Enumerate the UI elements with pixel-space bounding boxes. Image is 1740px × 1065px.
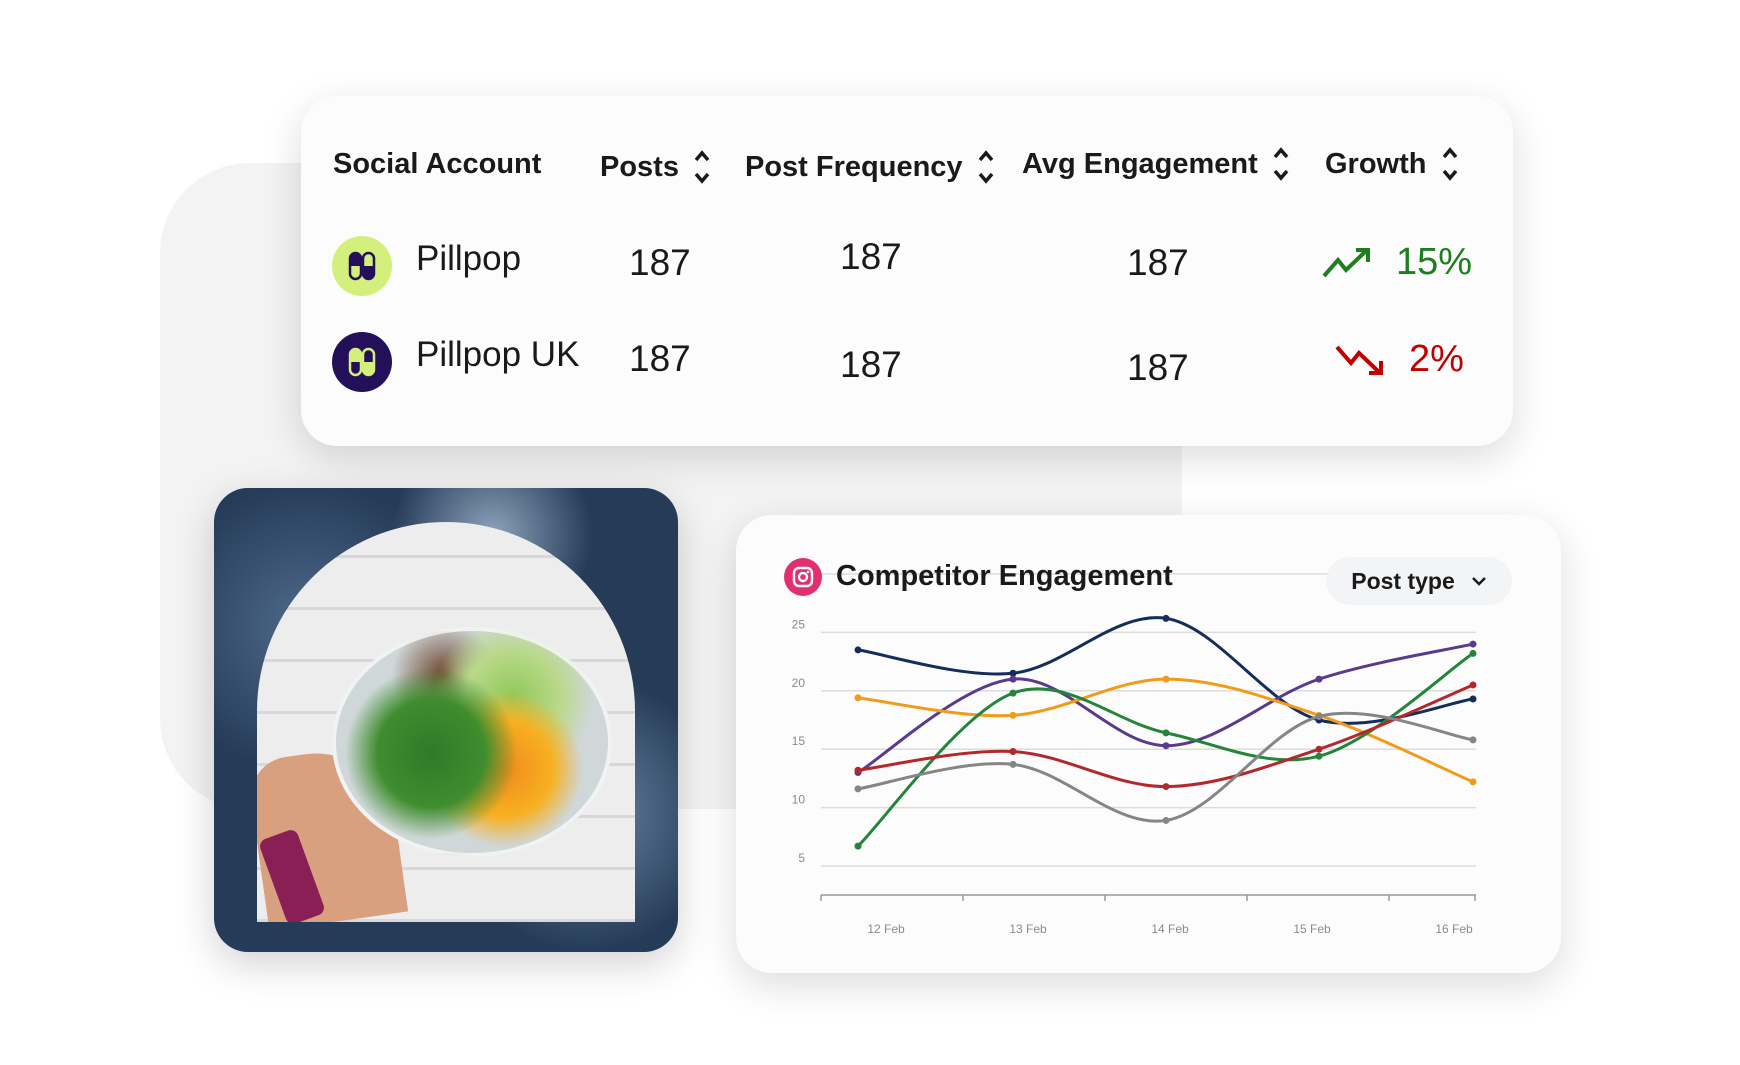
data-point bbox=[1162, 675, 1170, 683]
data-point bbox=[1162, 783, 1170, 791]
data-point bbox=[1315, 675, 1323, 683]
data-point bbox=[1009, 711, 1017, 719]
series-line-1 bbox=[857, 616, 1474, 725]
sort-icon[interactable] bbox=[1272, 145, 1290, 183]
data-point bbox=[1009, 669, 1017, 677]
data-point bbox=[1162, 729, 1170, 737]
salad-bowl bbox=[332, 627, 612, 857]
sort-icon[interactable] bbox=[693, 148, 711, 186]
data-point bbox=[854, 694, 862, 702]
header-post-frequency[interactable]: Post Frequency bbox=[745, 148, 995, 186]
posts-value: 187 bbox=[629, 338, 691, 379]
post-frequency-value: 187 bbox=[840, 344, 902, 385]
pill-logo-icon bbox=[348, 251, 376, 281]
account-name[interactable]: Pillpop bbox=[416, 239, 522, 278]
data-point bbox=[854, 842, 862, 850]
data-point bbox=[854, 646, 862, 654]
header-label: Posts bbox=[600, 150, 679, 183]
food-bowl-photo bbox=[214, 488, 678, 952]
data-point bbox=[1009, 675, 1017, 683]
header-label: Avg Engagement bbox=[1022, 147, 1258, 180]
header-social-account[interactable]: Social Account bbox=[333, 148, 541, 181]
data-point bbox=[1009, 689, 1017, 697]
x-tick-label: 13 Feb bbox=[1009, 922, 1047, 936]
y-tick-label: 20 bbox=[792, 676, 806, 690]
y-tick-label: 25 bbox=[792, 617, 806, 631]
header-posts[interactable]: Posts bbox=[600, 148, 711, 186]
header-avg-engagement[interactable]: Avg Engagement bbox=[1022, 145, 1290, 183]
data-point bbox=[1315, 712, 1323, 720]
x-tick-label: 15 Feb bbox=[1293, 922, 1331, 936]
x-tick-label: 14 Feb bbox=[1151, 922, 1189, 936]
data-point bbox=[1469, 640, 1477, 648]
instagram-icon bbox=[784, 558, 822, 596]
data-point bbox=[1315, 745, 1323, 753]
data-point bbox=[854, 785, 862, 793]
chart-title: Competitor Engagement bbox=[836, 560, 1173, 592]
avg-engagement-value: 187 bbox=[1127, 347, 1189, 388]
data-point bbox=[1469, 681, 1477, 689]
header-label: Growth bbox=[1325, 147, 1427, 180]
data-point bbox=[1469, 649, 1477, 657]
avg-engagement-value: 187 bbox=[1127, 242, 1189, 283]
y-tick-label: 10 bbox=[792, 793, 806, 807]
pill-logo-icon bbox=[348, 347, 376, 377]
data-point bbox=[854, 766, 862, 774]
social-accounts-table: Social Account Posts Post Frequency Avg … bbox=[301, 96, 1513, 446]
account-name[interactable]: Pillpop UK bbox=[416, 335, 580, 374]
series-line-2 bbox=[857, 642, 1474, 774]
post-frequency-value: 187 bbox=[840, 236, 902, 277]
y-tick-label: 15 bbox=[792, 734, 806, 748]
growth-cell: 2% bbox=[1335, 338, 1464, 381]
header-label: Social Account bbox=[333, 148, 542, 180]
data-point bbox=[1009, 760, 1017, 768]
sort-icon[interactable] bbox=[977, 148, 995, 186]
x-tick-label: 16 Feb bbox=[1435, 922, 1473, 936]
data-point bbox=[1469, 695, 1477, 703]
sort-icon[interactable] bbox=[1441, 145, 1459, 183]
data-point bbox=[1009, 748, 1017, 756]
growth-cell: 15% bbox=[1322, 241, 1472, 284]
header-growth[interactable]: Growth bbox=[1325, 145, 1459, 183]
chevron-down-icon bbox=[1471, 577, 1486, 586]
data-point bbox=[1162, 614, 1170, 622]
data-point bbox=[1469, 778, 1477, 786]
growth-value: 15% bbox=[1396, 241, 1473, 283]
dropdown-label: Post type bbox=[1351, 567, 1455, 594]
avatar-pillpop-uk bbox=[332, 332, 392, 392]
growth-value: 2% bbox=[1409, 338, 1464, 380]
data-point bbox=[1162, 816, 1170, 824]
trend-up-icon bbox=[1322, 247, 1370, 277]
data-point bbox=[1315, 752, 1323, 760]
avatar-pillpop bbox=[332, 236, 392, 296]
posts-value: 187 bbox=[629, 242, 691, 283]
post-type-dropdown[interactable]: Post type bbox=[1326, 557, 1512, 605]
x-tick-label: 12 Feb bbox=[867, 922, 905, 936]
data-point bbox=[1469, 736, 1477, 744]
y-tick-label: 5 bbox=[798, 851, 805, 865]
brick-wall-arch bbox=[257, 522, 635, 922]
header-label: Post Frequency bbox=[745, 150, 963, 183]
trend-down-icon bbox=[1335, 345, 1383, 375]
data-point bbox=[1162, 742, 1170, 750]
